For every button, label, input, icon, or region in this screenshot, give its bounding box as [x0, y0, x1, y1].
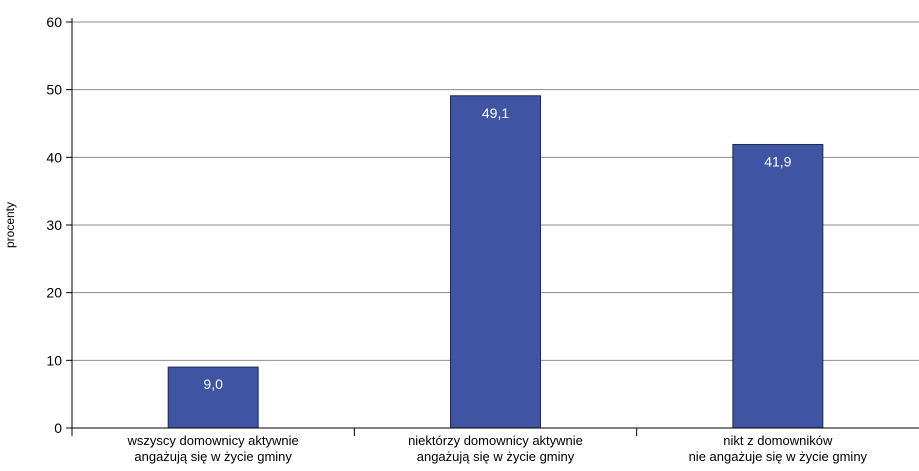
y-tick-label: 10: [46, 352, 62, 368]
y-tick-label: 0: [54, 420, 62, 436]
y-tick-labels: 0 10 20 30 40 50 60: [46, 14, 72, 436]
y-axis-label: procenty: [3, 202, 17, 248]
category-label: wszyscy domownicy aktywnie: [127, 433, 299, 448]
bar: [450, 95, 541, 429]
category-label: nikt z domowników: [723, 433, 833, 448]
data-label: 41,9: [764, 153, 791, 169]
y-tick-label: 30: [46, 217, 62, 233]
y-tick-label: 50: [46, 82, 62, 98]
category-label: angażują się w życie gminy: [134, 449, 292, 464]
category-label: nie angażuje się w życie gminy: [689, 449, 868, 464]
y-tick-label: 60: [46, 14, 62, 30]
y-tick-label: 20: [46, 285, 62, 301]
category-label: angażują się w życie gminy: [417, 449, 575, 464]
data-label: 9,0: [203, 376, 223, 392]
data-labels: 9,0 49,1 41,9: [203, 105, 791, 392]
category-label: niektórzy domownicy aktywnie: [408, 433, 583, 448]
data-label: 49,1: [482, 105, 509, 121]
bar: [732, 143, 824, 429]
axes: [66, 18, 919, 436]
bars: [167, 95, 824, 429]
y-tick-label: 40: [46, 149, 62, 165]
